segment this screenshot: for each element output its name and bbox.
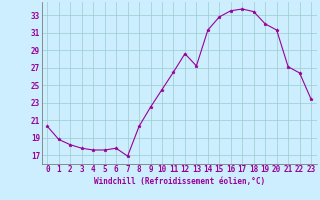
- X-axis label: Windchill (Refroidissement éolien,°C): Windchill (Refroidissement éolien,°C): [94, 177, 265, 186]
